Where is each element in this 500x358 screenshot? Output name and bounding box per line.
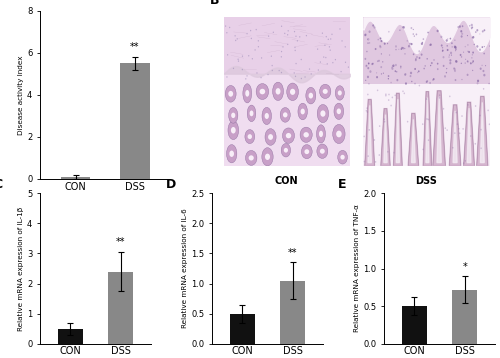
Text: E: E (338, 178, 346, 191)
Y-axis label: Relative mRNA expression of TNF-α: Relative mRNA expression of TNF-α (354, 204, 360, 333)
Y-axis label: Relative mRNA expression of IL-1β: Relative mRNA expression of IL-1β (18, 206, 24, 331)
Bar (280, 281, 305, 344)
Text: *: * (462, 261, 467, 271)
Bar (452, 290, 477, 344)
Text: CON: CON (275, 176, 298, 186)
Text: C: C (0, 178, 2, 191)
Y-axis label: Relative mRNA expression of IL-6: Relative mRNA expression of IL-6 (182, 209, 188, 328)
Text: **: ** (130, 42, 140, 52)
Bar (402, 306, 427, 344)
Text: B: B (210, 0, 220, 7)
Bar (108, 271, 134, 344)
Text: **: ** (288, 248, 298, 258)
Text: DSS: DSS (416, 176, 438, 186)
Bar (58, 329, 83, 344)
Y-axis label: Disease activity Index: Disease activity Index (18, 55, 24, 135)
Text: D: D (166, 178, 175, 191)
Text: **: ** (116, 237, 126, 247)
Bar (120, 63, 150, 179)
Bar (230, 314, 255, 344)
Bar (61, 177, 90, 179)
